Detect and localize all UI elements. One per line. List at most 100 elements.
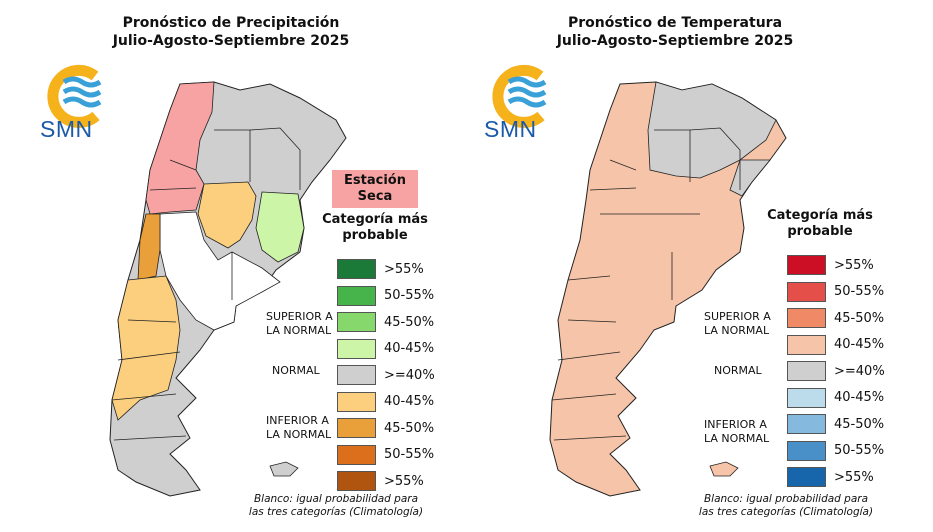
legend-swatch xyxy=(337,285,376,306)
legend-swatch xyxy=(787,308,826,328)
legend-swatch xyxy=(337,471,376,491)
temp-title: Pronóstico de Temperatura Julio-Agosto-S… xyxy=(510,14,840,50)
precip-footnote: Blanco: igual probabilidad para las tres… xyxy=(226,493,446,519)
temp-map[interactable] xyxy=(549,81,787,497)
legend-swatch xyxy=(787,467,826,487)
legend-row: 50-55% xyxy=(337,444,435,465)
province-borders xyxy=(111,127,301,441)
legend-label: >55% xyxy=(384,261,424,277)
legend-title-line2-temp: probable xyxy=(787,224,853,239)
region-climatology-center[interactable] xyxy=(159,211,281,331)
legend-label: 45-50% xyxy=(384,420,435,436)
temp-title-line1: Pronóstico de Temperatura xyxy=(567,15,783,31)
temp-group-below-line1: INFERIOR A xyxy=(704,418,767,431)
footnote-line1: Blanco: igual probabilidad para xyxy=(253,493,419,505)
legend-label: >55% xyxy=(834,257,874,273)
logo-wave-icon xyxy=(507,96,547,108)
legend-swatch xyxy=(337,312,376,332)
temp-group-above: SUPERIOR A LA NORMAL xyxy=(704,310,771,338)
argentina-outline-temp[interactable] xyxy=(549,81,787,497)
legend-swatch xyxy=(337,391,376,412)
region-below-normal-north[interactable] xyxy=(197,181,257,249)
legend-swatch xyxy=(787,440,826,461)
legend-label: >55% xyxy=(834,469,874,485)
logo-ring-icon xyxy=(47,64,100,128)
legend-row: 50-55% xyxy=(787,440,885,461)
legend-swatch xyxy=(787,361,826,381)
legend-label: 50-55% xyxy=(384,447,435,462)
smn-logo-text-right: SMN xyxy=(484,116,537,142)
temp-footnote: Blanco: igual probabilidad para las tres… xyxy=(676,493,896,519)
logo-wave-icon xyxy=(507,76,547,88)
legend-row: 40-45% xyxy=(337,391,435,412)
temp-legend-title: Categoría más probable xyxy=(755,208,885,240)
badge-line1: Estación xyxy=(344,173,406,188)
legend-row: 40-45% xyxy=(787,387,885,408)
smn-logo-right xyxy=(492,64,547,128)
legend-label: 40-45% xyxy=(834,390,885,405)
precip-group-above: SUPERIOR A LA NORMAL xyxy=(266,310,333,338)
precip-group-normal: NORMAL xyxy=(272,364,320,377)
legend-row: 40-45% xyxy=(337,338,434,359)
badge-line2: Seca xyxy=(357,189,393,204)
precip-group-below: INFERIOR A LA NORMAL xyxy=(266,414,331,442)
region-below-normal-west[interactable] xyxy=(137,213,161,281)
legend-title-line2: probable xyxy=(342,228,408,243)
legend-row: >=40% xyxy=(337,365,435,385)
temp-group-normal: NORMAL xyxy=(714,364,762,377)
malvinas-islands-temp[interactable] xyxy=(709,461,739,477)
group-above-line1: SUPERIOR A xyxy=(266,310,333,323)
logo-wave-icon xyxy=(62,86,102,98)
legend-row: 45-50% xyxy=(337,312,434,332)
footnote-line2: las tres categorías (Climatología) xyxy=(248,506,424,518)
temp-title-line2: Julio-Agosto-Septiembre 2025 xyxy=(556,33,794,49)
legend-label: >55% xyxy=(384,473,424,489)
legend-swatch xyxy=(787,255,826,275)
smn-logo-text-left: SMN xyxy=(40,116,93,142)
legend-swatch xyxy=(337,444,376,465)
precip-map[interactable] xyxy=(109,81,347,497)
precip-legend-title: Categoría más probable xyxy=(310,212,440,244)
temp-group-above-line1: SUPERIOR A xyxy=(704,310,771,323)
legend-row: >55% xyxy=(337,259,424,279)
legend-label: 50-55% xyxy=(384,288,435,303)
region-dry-season[interactable] xyxy=(145,81,215,215)
legend-label: 45-50% xyxy=(834,416,885,432)
legend-row: >=40% xyxy=(787,361,885,381)
legend-row: 50-55% xyxy=(787,281,885,302)
region-above-normal[interactable] xyxy=(255,191,305,263)
legend-row: >55% xyxy=(337,471,424,491)
legend-label: 45-50% xyxy=(384,314,435,330)
group-below-line1: INFERIOR A xyxy=(266,414,329,427)
legend-swatch xyxy=(337,338,376,359)
temp-group-above-line2: LA NORMAL xyxy=(704,324,770,337)
legend-title-line1: Categoría más xyxy=(322,212,428,227)
legend-row: 45-50% xyxy=(787,308,884,328)
malvinas-islands[interactable] xyxy=(269,461,299,477)
smn-logo-left xyxy=(47,64,102,128)
legend-row: 45-50% xyxy=(337,418,434,438)
province-borders-temp xyxy=(551,127,741,441)
legend-swatch xyxy=(787,281,826,302)
legend-label: >=40% xyxy=(384,367,435,383)
legend-swatch xyxy=(337,418,376,438)
logo-wave-icon xyxy=(62,96,102,108)
region-below-normal-patagonia[interactable] xyxy=(111,275,181,421)
legend-label: 40-45% xyxy=(834,337,885,352)
group-above-line2: LA NORMAL xyxy=(266,324,332,337)
legend-swatch xyxy=(337,365,376,385)
legend-row: 40-45% xyxy=(787,334,885,355)
legend-label: 40-45% xyxy=(384,394,435,409)
legend-row: 45-50% xyxy=(787,414,884,434)
temp-footnote-line1: Blanco: igual probabilidad para xyxy=(703,493,869,505)
logo-wave-icon xyxy=(507,86,547,98)
temp-group-below: INFERIOR A LA NORMAL xyxy=(704,418,769,446)
legend-swatch xyxy=(337,259,376,279)
logo-ring-icon xyxy=(492,64,545,128)
temp-group-below-line2: LA NORMAL xyxy=(704,432,770,445)
legend-swatch xyxy=(787,387,826,408)
legend-label: 50-55% xyxy=(834,284,885,299)
legend-label: 50-55% xyxy=(834,443,885,458)
legend-label: >=40% xyxy=(834,363,885,379)
